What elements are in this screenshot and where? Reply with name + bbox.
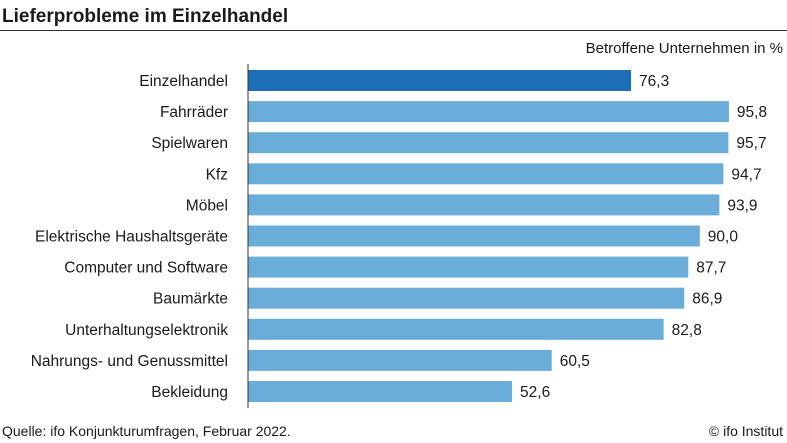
- value-label-computer-und-software: 87,7: [696, 260, 726, 277]
- bar-baumärkte: [248, 287, 685, 309]
- unit-label: Betroffene Unternehmen in %: [585, 40, 783, 57]
- category-label-unterhaltungselektronik: Unterhaltungselektronik: [65, 322, 228, 339]
- value-label-baumärkte: 86,9: [692, 291, 722, 308]
- value-label-kfz: 94,7: [731, 166, 761, 183]
- bar-nahrungs-und-genussmittel: [248, 349, 552, 371]
- value-label-nahrungs-und-genussmittel: 60,5: [560, 353, 590, 370]
- category-label-einzelhandel: Einzelhandel: [139, 73, 228, 90]
- bar-einzelhandel: [248, 70, 632, 91]
- category-label-bekleidung: Bekleidung: [151, 384, 228, 401]
- category-label-spielwaren: Spielwaren: [151, 135, 228, 152]
- category-label-elektrische-haushaltsgeräte: Elektrische Haushaltsgeräte: [35, 229, 228, 246]
- category-labels: Einzelhandel Fahrräder Spielwaren Kfz Möbel E…: [31, 73, 229, 401]
- bar-kfz: [248, 163, 724, 185]
- category-label-fahrräder: Fahrräder: [160, 104, 228, 121]
- category-label-kfz: Kfz: [206, 166, 228, 183]
- bar-fahrräder: [248, 101, 729, 123]
- bar-chart: Einzelhandel Fahrräder Spielwaren Kfz Möbel E…: [31, 64, 767, 408]
- bars: [248, 70, 729, 402]
- source-note: Quelle: ifo Konjunkturumfragen, Februar …: [2, 423, 291, 439]
- bar-computer-und-software: [248, 256, 689, 278]
- bar-unterhaltungselektronik: [248, 318, 664, 340]
- chart-title: Lieferprobleme im Einzelhandel: [2, 6, 289, 27]
- bar-bekleidung: [248, 381, 513, 402]
- category-label-nahrungs-und-genussmittel: Nahrungs- und Genussmittel: [31, 353, 228, 370]
- title-rule: [0, 30, 787, 31]
- value-label-möbel: 93,9: [727, 197, 757, 214]
- bar-spielwaren: [248, 132, 729, 154]
- bar-möbel: [248, 194, 720, 216]
- category-label-computer-und-software: Computer und Software: [64, 260, 228, 277]
- value-label-elektrische-haushaltsgeräte: 90,0: [708, 229, 739, 246]
- category-label-baumärkte: Baumärkte: [153, 291, 228, 308]
- value-label-fahrräder: 95,8: [737, 104, 767, 121]
- copyright-credit: © ifo Institut: [708, 423, 783, 439]
- bar-elektrische-haushaltsgeräte: [248, 225, 700, 247]
- value-label-einzelhandel: 76,3: [639, 73, 669, 90]
- category-label-möbel: Möbel: [186, 197, 228, 214]
- value-label-unterhaltungselektronik: 82,8: [672, 322, 702, 339]
- value-label-bekleidung: 52,6: [520, 384, 550, 401]
- value-labels: 76,3 95,8 95,7 94,7 93,9 90,0 87,7 86,9 82,8 60,5…: [520, 73, 767, 401]
- value-label-spielwaren: 95,7: [736, 135, 766, 152]
